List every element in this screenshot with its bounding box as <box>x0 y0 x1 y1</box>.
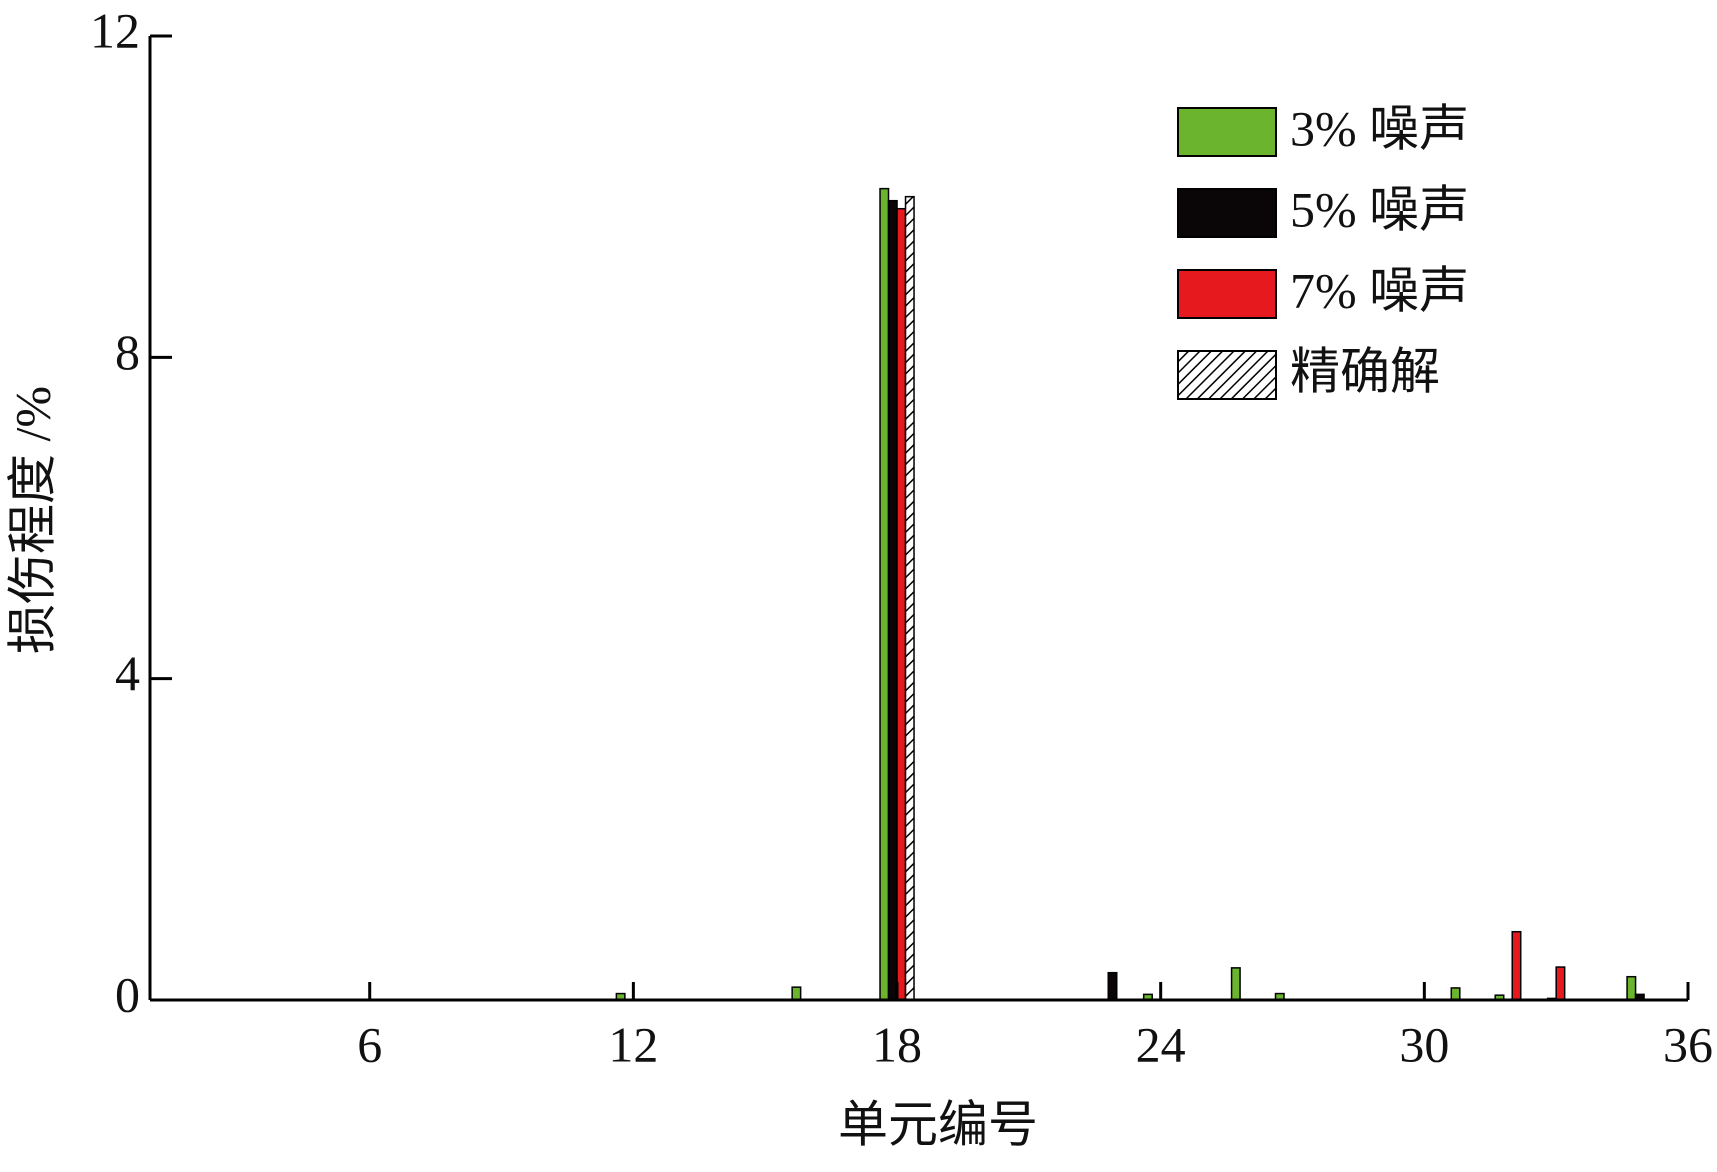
y-tick-label: 12 <box>90 2 140 58</box>
y-tick-label: 0 <box>115 966 140 1022</box>
x-tick-label: 36 <box>1663 1016 1713 1072</box>
legend-label: 3% 噪声 <box>1290 100 1469 156</box>
x-tick-label: 18 <box>872 1016 922 1072</box>
bar <box>904 195 915 1001</box>
legend-label: 精确解 <box>1290 343 1440 399</box>
bar <box>1450 987 1461 1001</box>
bar <box>1555 966 1566 1001</box>
y-tick-label: 4 <box>115 645 140 701</box>
legend-swatch <box>1177 107 1277 157</box>
bar <box>1511 930 1522 1001</box>
legend-label: 7% 噪声 <box>1290 262 1469 318</box>
legend-swatch <box>1177 188 1277 238</box>
x-axis-label: 单元编号 <box>838 1096 1038 1152</box>
bar <box>879 187 890 1001</box>
x-tick-label: 6 <box>357 1016 382 1072</box>
bar <box>896 207 907 1001</box>
bar <box>887 199 898 1001</box>
bar <box>791 986 802 1001</box>
bar <box>1230 967 1241 1001</box>
bar <box>1107 971 1118 1001</box>
x-tick-label: 12 <box>608 1016 658 1072</box>
y-tick-label: 8 <box>115 324 140 380</box>
legend-label: 5% 噪声 <box>1290 181 1469 237</box>
bar <box>1626 975 1637 1001</box>
x-tick-label: 24 <box>1136 1016 1186 1072</box>
x-tick-label: 30 <box>1399 1016 1449 1072</box>
legend-swatch <box>1177 350 1277 400</box>
y-axis-label: 损伤程度 /% <box>4 386 60 654</box>
legend-swatch <box>1177 269 1277 319</box>
